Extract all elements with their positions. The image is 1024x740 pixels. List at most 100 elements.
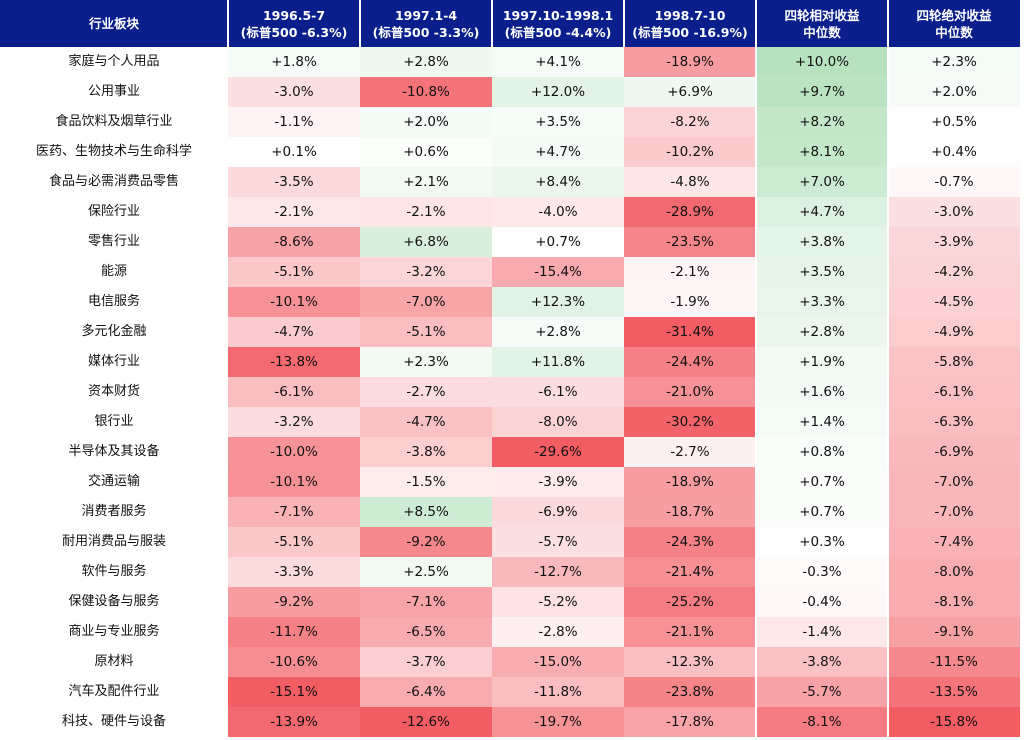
heatmap-cell: -7.0%: [888, 467, 1020, 497]
row-label: 能源: [100, 264, 127, 279]
heatmap-cell: -13.5%: [888, 677, 1020, 707]
heatmap-cell: -9.2%: [228, 587, 360, 617]
row-label: 交通运输: [87, 474, 140, 489]
heatmap-cell: -2.8%: [492, 617, 624, 647]
heatmap-cell: -6.9%: [888, 437, 1020, 467]
column-header-subtitle: (标普500 -4.4%): [504, 24, 612, 40]
heatmap-cell: +2.0%: [360, 107, 492, 137]
heatmap-cell: -3.9%: [492, 467, 624, 497]
heatmap-cell: -6.9%: [492, 497, 624, 527]
column-header: 1998.7-10 (标普500 -16.9%): [624, 0, 756, 47]
heatmap-cell: -23.8%: [624, 677, 756, 707]
heatmap-cell: +0.4%: [888, 137, 1020, 167]
heatmap-cell: -2.7%: [360, 377, 492, 407]
header-row-label: 行业板块: [0, 0, 228, 47]
row-label: 半导体及其设备: [68, 444, 160, 459]
heatmap-cell: -3.8%: [756, 647, 888, 677]
heatmap-cell: -15.1%: [228, 677, 360, 707]
heatmap-cell: -8.1%: [888, 587, 1020, 617]
row-label: 家庭与个人用品: [68, 54, 160, 69]
header-separator: [887, 0, 889, 47]
heatmap-cell: -15.4%: [492, 257, 624, 287]
heatmap-cell: -10.6%: [228, 647, 360, 677]
heatmap-cell: -18.7%: [624, 497, 756, 527]
heatmap-cell: -4.2%: [888, 257, 1020, 287]
column-header-title: 四轮绝对收益: [916, 7, 992, 23]
heatmap-cell: -3.2%: [360, 257, 492, 287]
row-label: 科技、硬件与设备: [61, 714, 166, 729]
heatmap-cell: -25.2%: [624, 587, 756, 617]
heatmap-cell: -10.1%: [228, 287, 360, 317]
row-label: 消费者服务: [81, 504, 147, 519]
column-divider: [755, 47, 757, 740]
heatmap-cell: +4.7%: [756, 197, 888, 227]
heatmap-cell: +0.1%: [228, 137, 360, 167]
column-header-title: 1998.7-10: [654, 7, 726, 23]
heatmap-cell: -28.9%: [624, 197, 756, 227]
heatmap-cell: +8.5%: [360, 497, 492, 527]
heatmap-cell: -3.3%: [228, 557, 360, 587]
column-header: 1996.5-7 (标普500 -6.3%): [228, 0, 360, 47]
heatmap-cell: -2.1%: [228, 197, 360, 227]
heatmap-cell: -21.4%: [624, 557, 756, 587]
column-header-title: 1997.10-1998.1: [502, 7, 614, 23]
heatmap-cell: -15.0%: [492, 647, 624, 677]
row-label: 零售行业: [87, 234, 140, 249]
header-separator: [491, 0, 493, 47]
heatmap-cell: -3.2%: [228, 407, 360, 437]
heatmap-cell: -5.2%: [492, 587, 624, 617]
heatmap-cell: +8.2%: [756, 107, 888, 137]
column-header-subtitle: (标普500 -6.3%): [240, 24, 348, 40]
heatmap-cell: -1.9%: [624, 287, 756, 317]
heatmap-cell: +2.3%: [888, 47, 1020, 77]
heatmap-cell: -13.9%: [228, 707, 360, 737]
column-header-subtitle: (标普500 -16.9%): [632, 24, 748, 40]
heatmap-cell: -9.2%: [360, 527, 492, 557]
heatmap-cell: +8.1%: [756, 137, 888, 167]
heatmap-cell: +3.3%: [756, 287, 888, 317]
heatmap-cell: +4.7%: [492, 137, 624, 167]
heatmap-cell: +0.7%: [492, 227, 624, 257]
heatmap-cell: -5.8%: [888, 347, 1020, 377]
heatmap-cell: -11.5%: [888, 647, 1020, 677]
row-label: 软件与服务: [81, 564, 147, 579]
row-label: 原材料: [94, 654, 134, 669]
heatmap-cell: +0.8%: [756, 437, 888, 467]
heatmap-cell: +2.5%: [360, 557, 492, 587]
heatmap-cell: -21.1%: [624, 617, 756, 647]
heatmap-cell: -12.7%: [492, 557, 624, 587]
header-separator: [623, 0, 625, 47]
header-separator: [359, 0, 361, 47]
heatmap-cell: +0.5%: [888, 107, 1020, 137]
row-label: 多元化金融: [81, 324, 147, 339]
heatmap-cell: -6.1%: [888, 377, 1020, 407]
row-label: 保健设备与服务: [68, 594, 160, 609]
heatmap-cell: -3.9%: [888, 227, 1020, 257]
heatmap-cell: -30.2%: [624, 407, 756, 437]
heatmap-cell: +12.3%: [492, 287, 624, 317]
heatmap-cell: +2.8%: [360, 47, 492, 77]
heatmap-cell: -5.1%: [360, 317, 492, 347]
heatmap-cell: -5.1%: [228, 257, 360, 287]
row-label: 公用事业: [87, 84, 140, 99]
row-label: 保险行业: [87, 204, 140, 219]
heatmap-cell: -4.7%: [360, 407, 492, 437]
heatmap-cell: +11.8%: [492, 347, 624, 377]
heatmap-cell: -2.7%: [624, 437, 756, 467]
header-separator: [755, 0, 757, 47]
heatmap-cell: -1.5%: [360, 467, 492, 497]
heatmap-cell: +1.8%: [228, 47, 360, 77]
heatmap-cell: -24.3%: [624, 527, 756, 557]
heatmap-cell: -3.5%: [228, 167, 360, 197]
heatmap-cell: -24.4%: [624, 347, 756, 377]
row-label: 资本财货: [87, 384, 140, 399]
heatmap-cell: +8.4%: [492, 167, 624, 197]
heatmap-cell: -8.2%: [624, 107, 756, 137]
heatmap-cell: -12.6%: [360, 707, 492, 737]
row-label: 食品与必需消费品零售: [48, 174, 179, 189]
heatmap-cell: +0.3%: [756, 527, 888, 557]
heatmap-cell: +2.8%: [492, 317, 624, 347]
heatmap-cell: +0.7%: [756, 497, 888, 527]
heatmap-cell: +12.0%: [492, 77, 624, 107]
heatmap-cell: -5.7%: [756, 677, 888, 707]
